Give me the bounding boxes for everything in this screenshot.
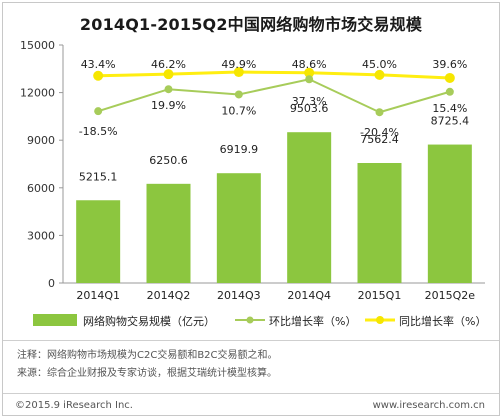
qoq-marker [305,75,314,84]
qoq-value-label: 19.9% [151,99,186,112]
qoq-value-label: 10.7% [221,104,256,117]
yoy-value-label: 46.2% [151,58,186,71]
yoy-marker [233,67,244,78]
x-tick-label: 2014Q3 [217,289,261,302]
bar-value-label: 6250.6 [149,154,188,167]
chart-plot: 0 3000 6000 9000 12000 15000 5215.1 6250.6 6919.… [20,39,486,328]
legend-yoy-marker [376,316,384,324]
x-tick-label: 2014Q2 [147,289,191,302]
qoq-marker [445,87,454,96]
bar [427,144,472,283]
bar [216,173,261,283]
qoq-marker [164,85,173,94]
yoy-value-label: 39.6% [432,58,467,71]
copyright-text: ©2015.9 iResearch Inc. [15,400,133,411]
source-text: 来源：综合企业财报及专家访谈，根据艾瑞统计模型核算。 [17,368,277,379]
bar-value-label: 7562.4 [360,133,399,146]
notes-divider [3,340,499,341]
bar [287,132,332,283]
yoy-value-label: 48.6% [292,58,327,71]
yoy-marker [304,67,315,78]
yoy-marker [93,70,104,81]
qoq-value-label: 15.4% [432,102,467,115]
x-tick-label: 2014Q4 [287,289,331,302]
y-tick-label: 15000 [20,39,55,52]
x-tick-label: 2015Q1 [358,289,402,302]
yoy-marker [444,72,455,83]
bar-value-label: 6919.9 [220,143,259,156]
legend-bar-swatch [33,314,77,326]
y-tick-label: 9000 [27,134,55,147]
qoq-marker [375,108,384,117]
qoq-value-label: -20.4% [360,126,399,139]
x-tick-label: 2015Q2e [425,289,476,302]
website-url: www.iresearch.com.cn [372,400,485,411]
bar-value-label: 5215.1 [79,170,118,183]
legend-qoq-label: 环比增长率（%） [269,314,356,328]
yoy-marker [163,69,174,80]
y-tick-label: 12000 [20,87,55,100]
yoy-value-label: 45.0% [362,58,397,71]
bar [357,163,402,283]
y-tick-label: 0 [48,277,55,290]
bar-value-label: 9503.6 [290,102,329,115]
qoq-value-label: 37.3% [292,95,327,108]
bar [146,183,191,283]
qoq-marker [234,90,243,99]
note-text: 注释：网络购物市场规模为C2C交易额和B2C交易额之和。 [17,350,278,361]
yoy-line [98,70,450,80]
y-tick-label: 6000 [27,182,55,195]
qoq-line [97,78,451,114]
legend-yoy-label: 同比增长率（%） [399,314,486,328]
chart-title: 2014Q1-2015Q2中国网络购物市场交易规模 [79,15,423,34]
footer-divider [3,393,499,394]
yoy-value-label: 49.9% [221,58,256,71]
bar-value-label: 8725.4 [431,115,470,128]
bar [76,200,121,283]
yoy-marker [374,69,385,80]
x-tick-label: 2014Q1 [76,289,120,302]
y-tick-label: 3000 [27,229,55,242]
yoy-value-label: 43.4% [81,58,116,71]
qoq-marker [94,107,103,116]
chart-frame: 2014Q1-2015Q2中国网络购物市场交易规模 0 3000 6000 9000 1… [2,2,500,416]
legend-bar-label: 网络购物交易规模（亿元） [83,314,215,328]
legend-qoq-marker [246,316,254,324]
qoq-value-label: -18.5% [79,125,118,138]
